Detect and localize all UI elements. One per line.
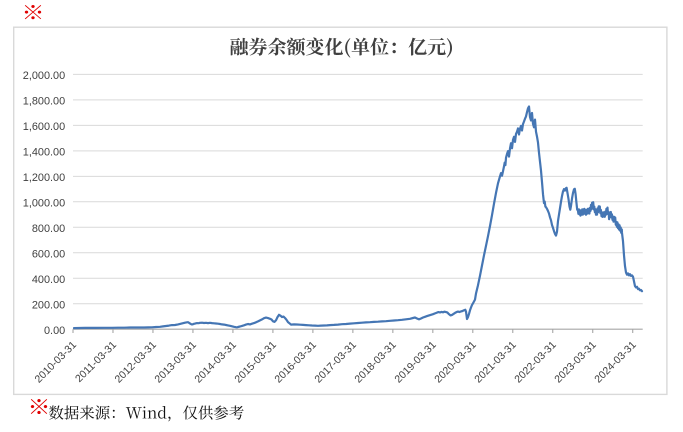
svg-text:600.00: 600.00 xyxy=(32,248,65,260)
svg-text:0.00: 0.00 xyxy=(44,325,65,337)
svg-text:800.00: 800.00 xyxy=(32,223,65,235)
svg-text:1,000.00: 1,000.00 xyxy=(23,197,65,209)
svg-text:200.00: 200.00 xyxy=(32,299,65,311)
svg-text:1,200.00: 1,200.00 xyxy=(23,172,65,184)
svg-text:1,800.00: 1,800.00 xyxy=(23,95,65,107)
svg-text:400.00: 400.00 xyxy=(32,274,65,286)
svg-text:1,400.00: 1,400.00 xyxy=(23,146,65,158)
svg-text:2,000.00: 2,000.00 xyxy=(23,70,65,82)
svg-text:1,600.00: 1,600.00 xyxy=(23,121,65,133)
